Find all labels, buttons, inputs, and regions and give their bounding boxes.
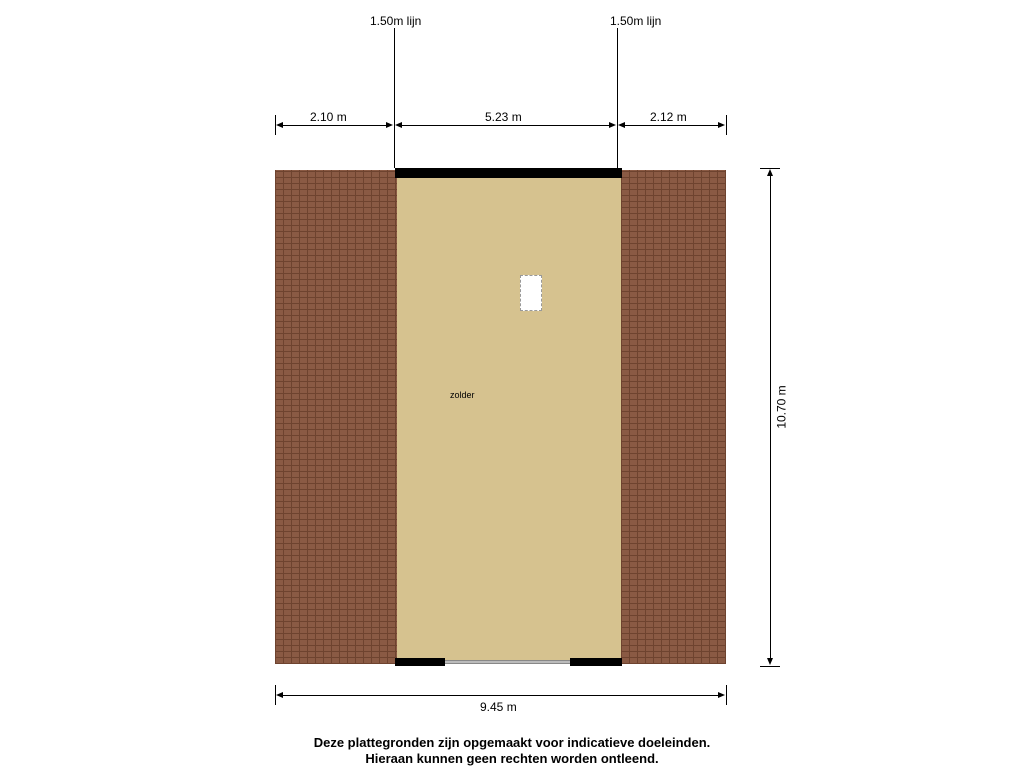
dim-top-label-1: 2.10 m — [310, 110, 347, 124]
dim-top-seg-2 — [401, 125, 610, 126]
header-label-left: 1.50m lijn — [370, 14, 421, 28]
footer-line-1: Deze plattegronden zijn opgemaakt voor i… — [0, 735, 1024, 750]
skylight-cutout — [520, 275, 542, 311]
dim-top-tick-4 — [726, 115, 727, 135]
room-label-zolder: zolder — [450, 390, 475, 400]
floorplan-canvas: 1.50m lijn 1.50m lijn 2.10 m 5.23 m 2.12… — [0, 0, 1024, 768]
dim-top-label-3: 2.12 m — [650, 110, 687, 124]
roof-right — [621, 170, 726, 664]
wall-bottom-right — [570, 658, 622, 666]
wall-top — [395, 168, 622, 178]
dim-bottom-label: 9.45 m — [480, 700, 517, 714]
header-label-right: 1.50m lijn — [610, 14, 661, 28]
dim-top-label-2: 5.23 m — [485, 110, 522, 124]
floor-zolder — [397, 170, 621, 664]
dim-bottom-tick-r — [726, 685, 727, 705]
header-tick-right — [617, 28, 618, 168]
dim-right-label: 10.70 m — [775, 385, 789, 428]
footer-line-2: Hieraan kunnen geen rechten worden ontle… — [0, 751, 1024, 766]
header-tick-left — [394, 28, 395, 168]
dim-right-line — [770, 175, 771, 659]
roof-left — [275, 170, 397, 664]
dim-bottom-line — [282, 695, 719, 696]
dim-right-tick-bot — [760, 666, 780, 667]
dim-top-seg-3 — [624, 125, 719, 126]
dim-top-seg-1 — [282, 125, 387, 126]
bottom-opening — [445, 660, 570, 664]
wall-bottom-left — [395, 658, 445, 666]
